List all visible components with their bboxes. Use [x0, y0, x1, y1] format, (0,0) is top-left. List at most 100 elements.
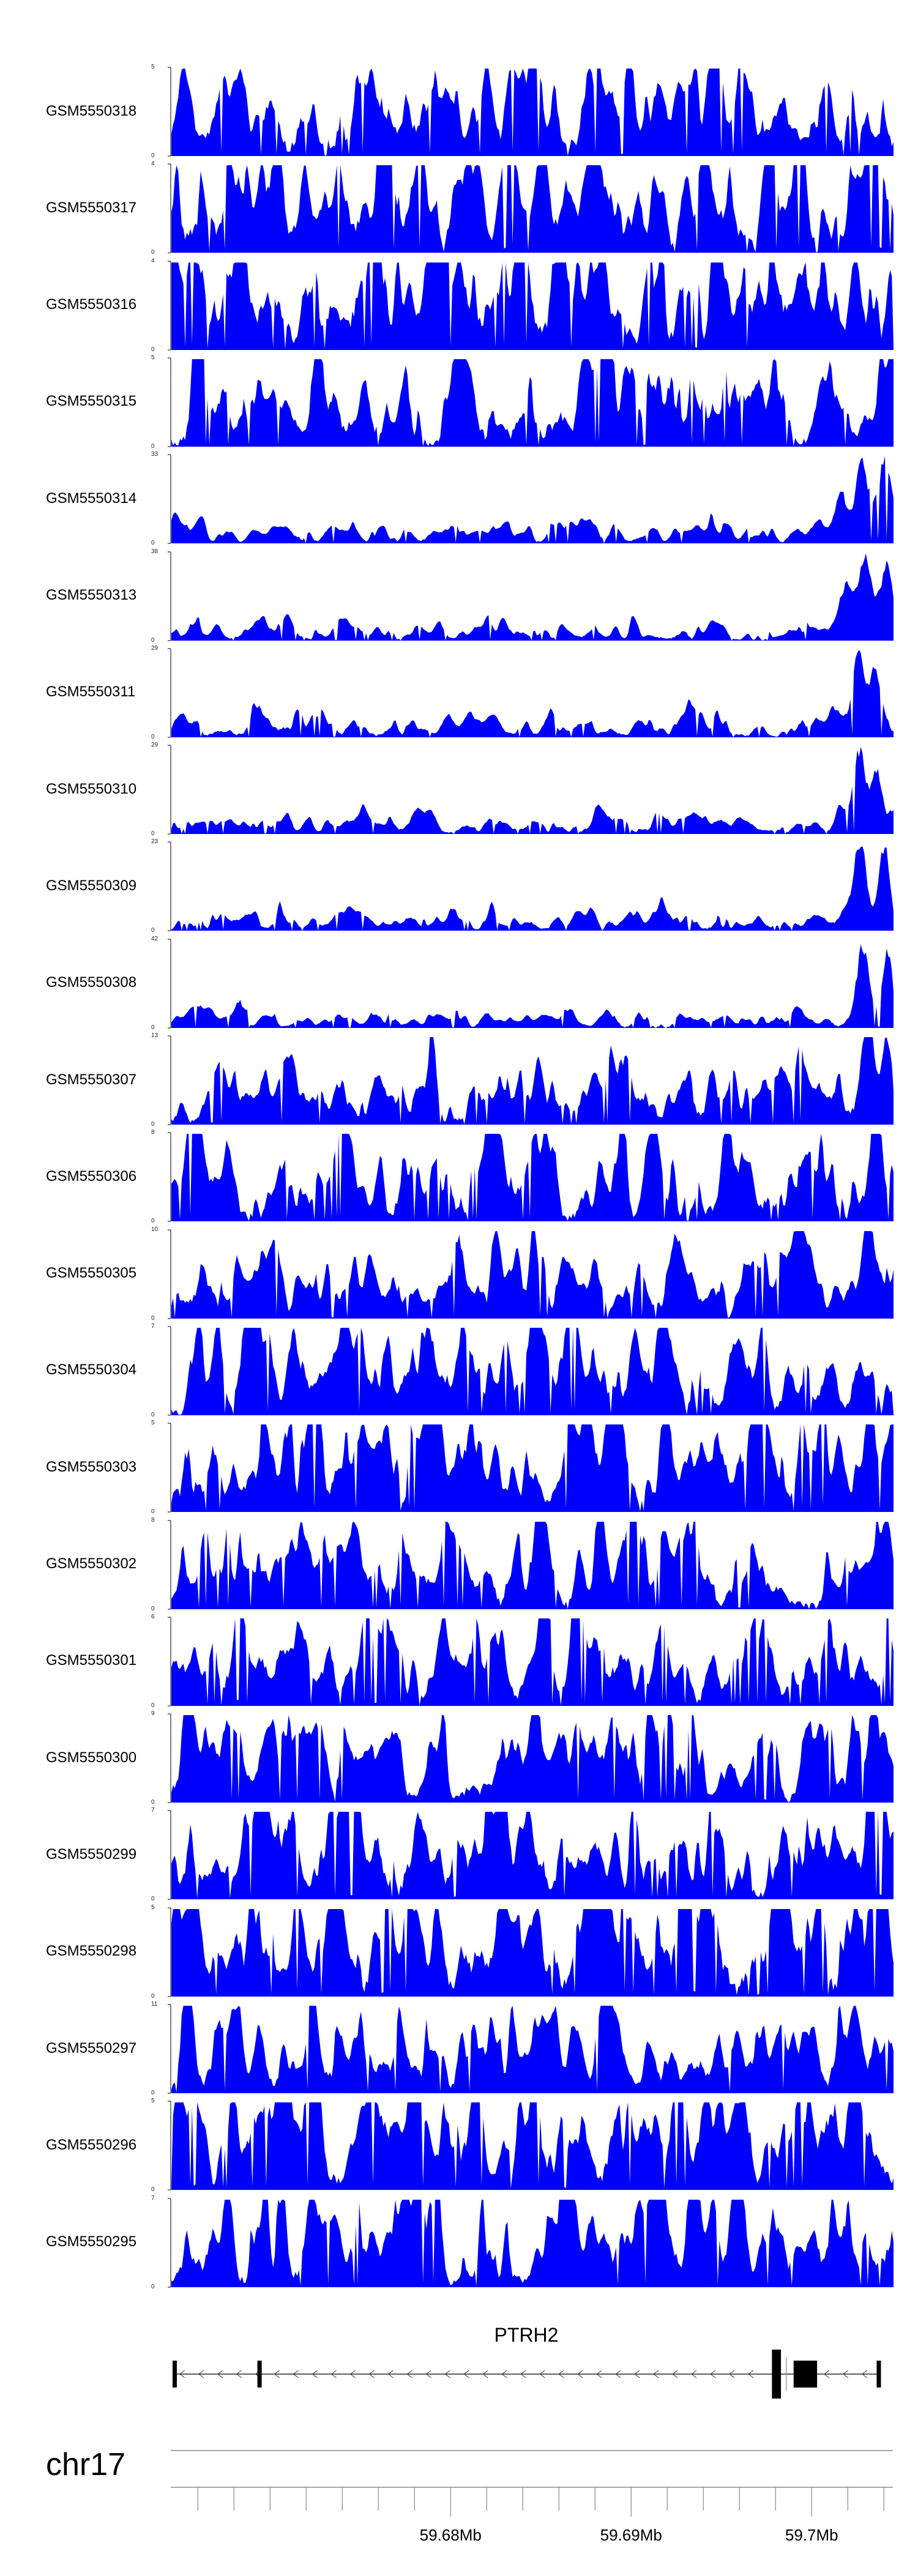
strand-arrow [425, 2370, 431, 2378]
coverage-track [168, 1617, 894, 1707]
strand-arrow [824, 2370, 830, 2378]
y-max-label: 5 [151, 64, 155, 70]
coverage-area [171, 1424, 894, 1513]
y-max-label: 11 [151, 2001, 158, 2008]
track-label: GSM5550307 [46, 1071, 137, 1088]
coverage-area [171, 1618, 894, 1706]
coverage-track [168, 1810, 894, 1900]
coverage-track [168, 2198, 894, 2288]
coverage-area [171, 359, 894, 447]
coverage-area [171, 1908, 894, 1997]
coverage-area [171, 1134, 894, 1222]
coverage-track [168, 1132, 894, 1222]
y-min-label: 0 [151, 1314, 155, 1322]
y-max-label: 4 [151, 160, 155, 168]
track-label: GSM5550311 [46, 683, 136, 701]
gene-model [172, 2350, 881, 2399]
strand-arrow [672, 2370, 678, 2378]
y-max-label: 4 [151, 257, 155, 264]
y-min-label: 0 [151, 830, 155, 838]
track-label: GSM5550298 [46, 1943, 137, 1960]
strand-arrow [217, 2370, 223, 2378]
strand-arrow [463, 2370, 469, 2378]
strand-arrow [691, 2370, 697, 2378]
strand-arrow [368, 2370, 375, 2378]
gene-exon [772, 2350, 782, 2399]
y-max-label: 7 [151, 1807, 155, 1814]
strand-arrow [274, 2370, 280, 2378]
y-min-label: 0 [151, 442, 155, 450]
track-label: GSM5550306 [46, 1167, 137, 1185]
y-min-label: 0 [151, 1702, 155, 1709]
coverage-track [168, 648, 894, 738]
y-max-label: 7 [151, 2194, 155, 2202]
track-label: GSM5550302 [46, 1555, 137, 1572]
y-max-label: 7 [151, 1322, 155, 1330]
coverage-area [171, 846, 894, 931]
track-label: GSM5550295 [46, 2233, 137, 2250]
coverage-track [168, 163, 894, 253]
y-max-label: 23 [151, 838, 159, 846]
strand-arrow [520, 2370, 526, 2378]
coverage-track [168, 1326, 894, 1416]
chromosome-label: chr17 [46, 2447, 126, 2482]
genome-axis [171, 2450, 893, 2517]
y-max-label: 38 [151, 548, 159, 555]
y-min-label: 0 [151, 1896, 155, 1903]
gene-exon [876, 2361, 881, 2388]
strand-arrow [482, 2370, 488, 2378]
coverage-area [171, 944, 894, 1028]
track-label: GSM5550303 [46, 1458, 137, 1475]
coverage-area [171, 746, 894, 835]
coverage-track [168, 841, 894, 931]
track-label: GSM5550316 [46, 296, 137, 313]
track-label: GSM5550308 [46, 974, 137, 991]
track-label: GSM5550305 [46, 1265, 137, 1282]
coverage-track [168, 1229, 894, 1319]
coverage-area [171, 2102, 894, 2191]
y-min-label: 0 [151, 540, 155, 547]
strand-arrow [577, 2370, 583, 2378]
coverage-track [168, 1907, 894, 1997]
track-label: GSM5550297 [46, 2039, 137, 2057]
y-min-label: 0 [151, 636, 155, 644]
y-min-label: 0 [151, 2283, 155, 2290]
strand-arrow [406, 2370, 412, 2378]
y-min-label: 0 [151, 733, 155, 740]
strand-arrow [558, 2370, 564, 2378]
strand-arrow [539, 2370, 545, 2378]
strand-arrow [861, 2370, 868, 2378]
coverage-track [168, 1713, 894, 1803]
y-min-label: 0 [151, 1218, 155, 1225]
gene-exon [172, 2361, 177, 2388]
strand-arrow [634, 2370, 640, 2378]
strand-arrow [596, 2370, 602, 2378]
coverage-area [171, 262, 894, 350]
coverage-track [168, 1520, 894, 1609]
y-min-label: 0 [151, 2186, 155, 2194]
coverage-track [168, 939, 894, 1029]
track-label: GSM5550300 [46, 1749, 137, 1766]
y-max-label: 29 [151, 644, 159, 652]
strand-arrow [842, 2370, 849, 2378]
strand-arrow [729, 2370, 735, 2378]
coverage-track [168, 2004, 894, 2094]
strand-arrow [312, 2370, 318, 2378]
y-min-label: 0 [151, 1799, 155, 1806]
coverage-area [171, 1327, 894, 1415]
y-max-label: 42 [151, 935, 159, 942]
gene-exon [793, 2361, 818, 2388]
strand-arrow [653, 2370, 659, 2378]
strand-arrow [444, 2370, 450, 2378]
y-max-label: 8 [151, 1129, 155, 1136]
strand-arrow [387, 2370, 394, 2378]
coverage-track [168, 357, 894, 447]
coverage-track [168, 745, 894, 835]
track-label: GSM5550317 [46, 199, 137, 216]
coverage-track [168, 454, 894, 544]
coverage-area [171, 553, 894, 641]
axis-tick-label: 59.68Mb [419, 2526, 482, 2544]
strand-arrow [179, 2370, 185, 2378]
y-min-label: 0 [151, 1508, 155, 1516]
track-label: GSM5550309 [46, 877, 137, 894]
